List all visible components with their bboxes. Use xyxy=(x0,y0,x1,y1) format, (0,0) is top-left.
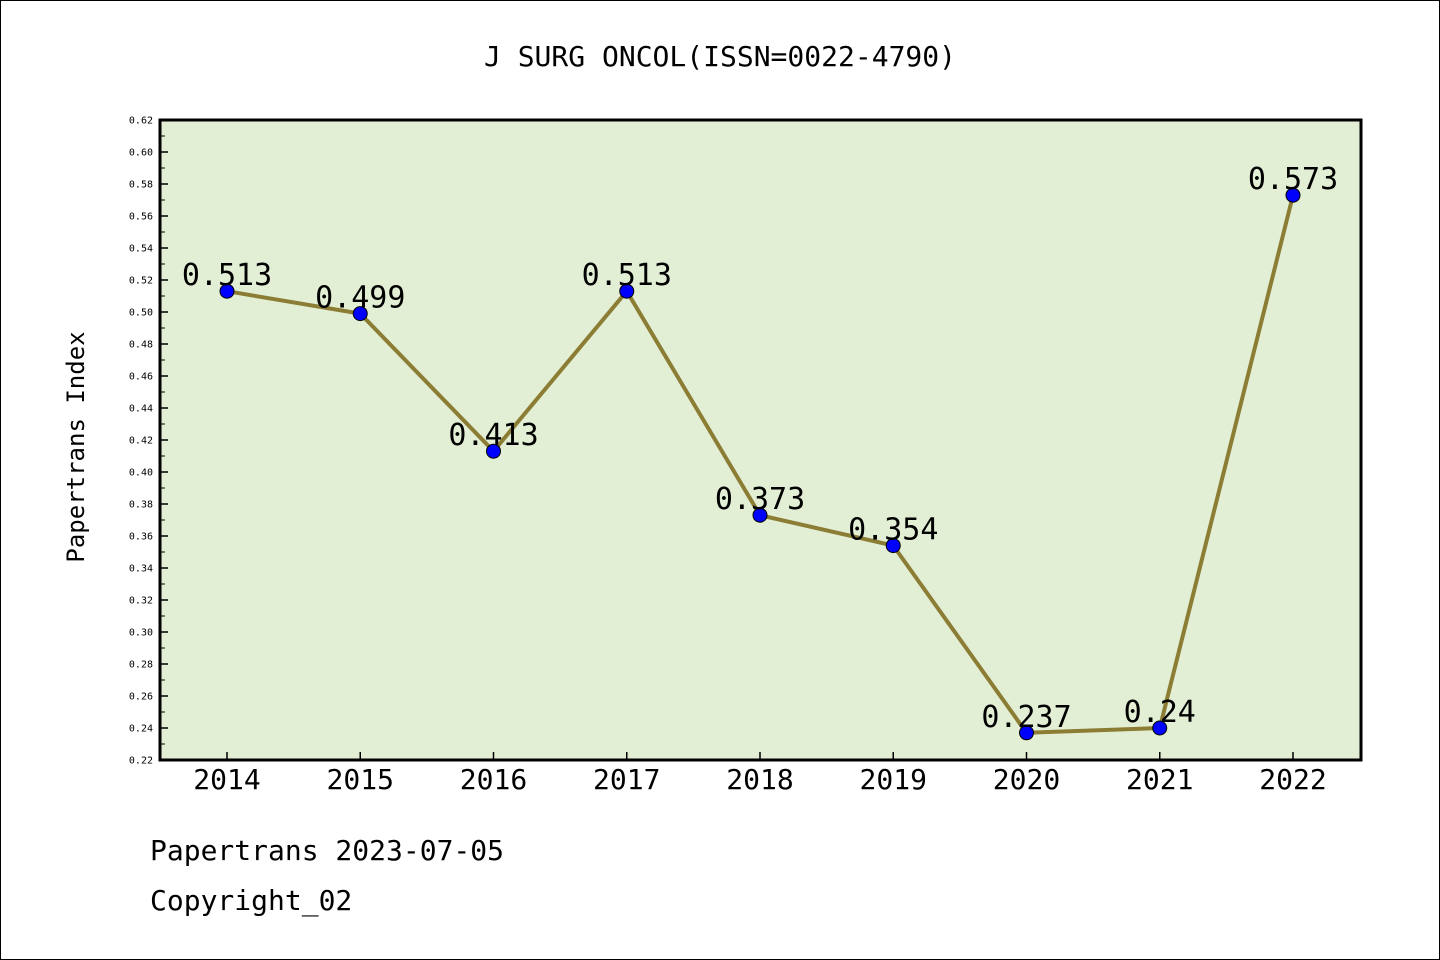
x-tick-label: 2018 xyxy=(726,763,793,796)
data-point-2016 xyxy=(486,443,501,459)
y-tick-label: 0.46 xyxy=(129,372,153,383)
y-tick-label: 0.54 xyxy=(129,244,153,255)
x-tick-label: 2019 xyxy=(860,763,927,796)
y-tick-label: 0.30 xyxy=(129,628,153,639)
y-tick-label: 0.48 xyxy=(129,340,153,351)
data-label-2021: 0.24 xyxy=(1124,695,1196,730)
data-point-2014 xyxy=(219,283,235,299)
y-tick-label: 0.62 xyxy=(129,116,153,127)
y-axis-label: Papertrans Index xyxy=(62,331,90,562)
data-label-2016: 0.413 xyxy=(448,418,538,453)
data-label-2015: 0.499 xyxy=(315,281,405,316)
plot-area xyxy=(158,118,1363,762)
data-label-2019: 0.354 xyxy=(848,513,938,548)
footer-copyright-text: Copyright_02 xyxy=(150,884,353,917)
y-tick-label: 0.52 xyxy=(129,276,153,287)
y-tick-label: 0.42 xyxy=(129,436,153,447)
y-tick-label: 0.28 xyxy=(129,660,153,671)
y-tick-label: 0.44 xyxy=(129,404,153,415)
y-tick-label: 0.56 xyxy=(129,212,153,223)
data-point-2017 xyxy=(619,283,635,299)
data-markers xyxy=(219,187,1301,741)
x-axis: 2014 2015 2016 2017 2018 2019 2020 2021 2022 xyxy=(193,752,1327,796)
x-tick-label: 2020 xyxy=(993,763,1060,796)
y-tick-label: 0.32 xyxy=(129,596,153,607)
data-label-2020: 0.237 xyxy=(981,700,1071,735)
y-tick-label: 0.58 xyxy=(129,180,153,191)
y-tick-label: 0.38 xyxy=(129,500,153,511)
data-point-2021 xyxy=(1152,720,1168,736)
y-tick-label: 0.60 xyxy=(129,148,153,159)
data-point-2022 xyxy=(1285,187,1301,203)
data-label-2017: 0.513 xyxy=(582,258,672,293)
y-tick-label: 0.50 xyxy=(129,308,153,319)
x-tick-label: 2014 xyxy=(193,763,260,796)
y-tick-label: 0.24 xyxy=(129,724,153,735)
y-tick-label: 0.34 xyxy=(129,564,153,575)
data-point-2020 xyxy=(1019,725,1034,741)
data-label-2014: 0.513 xyxy=(182,258,272,293)
footer-date-text: Papertrans 2023-07-05 xyxy=(150,834,505,867)
y-tick-label: 0.40 xyxy=(129,468,153,479)
x-tick-label: 2016 xyxy=(460,763,527,796)
data-point-2019 xyxy=(885,538,901,554)
x-tick-label: 2015 xyxy=(327,763,394,796)
x-tick-label: 2017 xyxy=(593,763,660,796)
y-tick-label: 0.36 xyxy=(129,532,153,543)
x-tick-label: 2021 xyxy=(1126,763,1193,796)
x-tick-label: 2022 xyxy=(1259,763,1326,796)
y-axis: 0.22 0.24 0.26 0.28 0.30 0.32 0.34 0.36 0.38 0.40… xyxy=(129,116,168,767)
y-tick-label: 0.26 xyxy=(129,692,153,703)
chart-title: J SURG ONCOL(ISSN=0022-4790) xyxy=(484,40,956,73)
data-labels: 0.513 0.499 0.413 0.513 0.373 0.354 0.237 0.24 0… xyxy=(182,162,1338,735)
data-label-2018: 0.373 xyxy=(715,482,805,517)
data-label-2022: 0.573 xyxy=(1248,162,1338,197)
data-point-2018 xyxy=(752,507,768,523)
y-tick-label: 0.22 xyxy=(129,756,153,767)
data-point-2015 xyxy=(352,306,368,322)
